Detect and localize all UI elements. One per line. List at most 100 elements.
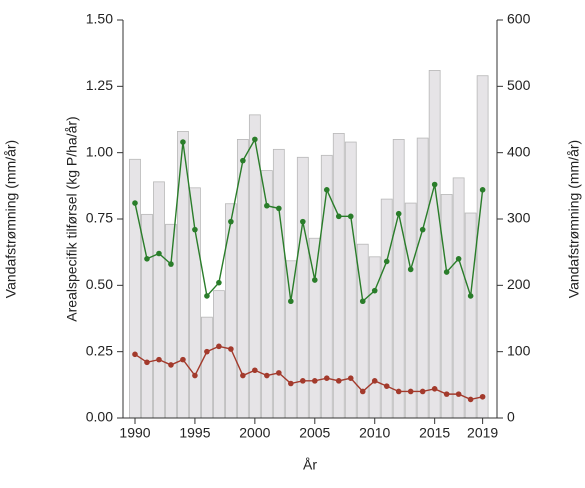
point xyxy=(467,293,474,299)
point xyxy=(264,372,270,379)
bar xyxy=(440,194,453,419)
point xyxy=(479,393,486,400)
point xyxy=(252,136,258,143)
point xyxy=(443,391,450,397)
y-tick-label: 1.00 xyxy=(86,143,113,159)
x-tick-label: 1990 xyxy=(119,425,150,441)
y-tick-label: 0.25 xyxy=(86,342,113,358)
bar xyxy=(332,133,345,419)
point xyxy=(395,388,402,395)
point xyxy=(252,367,258,374)
point xyxy=(276,370,282,376)
bar xyxy=(129,158,141,419)
bar xyxy=(213,290,225,419)
bar xyxy=(308,237,321,419)
y-axis-label: Arealspecifik tilførsel (kg P/ha/år) xyxy=(64,116,80,321)
point xyxy=(132,200,138,206)
x-tick-label: 2010 xyxy=(359,425,390,441)
bar xyxy=(189,187,201,419)
point xyxy=(359,388,366,395)
y-tick-label: 0.75 xyxy=(86,210,113,226)
point xyxy=(371,287,378,294)
point xyxy=(347,375,354,382)
point xyxy=(311,277,318,283)
bar xyxy=(141,213,153,419)
y-tick-label: 1.25 xyxy=(86,77,113,93)
point xyxy=(204,293,210,299)
x-tick-label: 2015 xyxy=(419,425,450,441)
point xyxy=(168,362,174,368)
bar xyxy=(476,75,489,419)
point xyxy=(323,187,330,193)
bar xyxy=(272,148,285,419)
y-tick-label: 0.00 xyxy=(86,409,113,425)
y2-tick-label: 300 xyxy=(507,210,531,226)
point xyxy=(216,279,222,286)
point xyxy=(240,372,246,379)
x-tick-label: 2005 xyxy=(299,425,330,441)
point xyxy=(168,261,174,267)
point xyxy=(192,372,198,379)
bar xyxy=(224,203,237,419)
point xyxy=(288,380,294,387)
point xyxy=(479,187,486,193)
point xyxy=(311,378,318,384)
point xyxy=(443,269,450,275)
bar xyxy=(416,137,429,419)
bar xyxy=(153,181,165,419)
point xyxy=(371,378,378,384)
point xyxy=(347,213,354,220)
y2-tick-label: 100 xyxy=(507,342,531,358)
bar xyxy=(428,70,441,419)
point xyxy=(288,298,294,305)
x-tick-label: 2019 xyxy=(467,425,498,441)
bar xyxy=(464,212,477,419)
point xyxy=(335,213,342,220)
bar xyxy=(284,260,297,419)
point xyxy=(300,218,306,225)
point xyxy=(156,250,162,257)
left-edge-label: Vandafstrømning (mm/år) xyxy=(3,140,19,298)
point xyxy=(180,139,186,145)
bar xyxy=(392,138,405,419)
point xyxy=(419,388,426,395)
point xyxy=(228,346,234,352)
point xyxy=(300,378,306,384)
point xyxy=(204,348,210,355)
y2-tick-label: 0 xyxy=(507,409,515,425)
line xyxy=(134,137,484,303)
point xyxy=(431,386,438,392)
point xyxy=(455,255,462,262)
x-tick-label: 1995 xyxy=(179,425,210,441)
bar xyxy=(165,223,177,419)
point xyxy=(228,218,234,225)
y-tick-label: 0.50 xyxy=(86,276,113,292)
x-tick-label: 2000 xyxy=(239,425,270,441)
point xyxy=(216,343,222,350)
bar xyxy=(452,177,465,419)
y2-axis-label: Vandafstrømning (mm/år) xyxy=(566,140,582,298)
point xyxy=(144,255,150,262)
point xyxy=(323,375,330,382)
point xyxy=(144,359,150,366)
point xyxy=(156,356,162,363)
point xyxy=(467,396,474,403)
y2-tick-label: 500 xyxy=(507,77,531,93)
x-axis-label: År xyxy=(303,457,317,473)
point xyxy=(383,258,390,265)
point xyxy=(431,181,438,188)
point xyxy=(407,388,414,395)
point xyxy=(395,210,402,217)
point xyxy=(276,205,282,212)
point xyxy=(264,202,270,209)
point xyxy=(180,356,186,363)
point xyxy=(407,266,414,273)
y-tick-label: 1.50 xyxy=(86,11,113,27)
point xyxy=(192,226,198,233)
point xyxy=(455,391,462,397)
point xyxy=(359,298,366,305)
point xyxy=(335,378,342,384)
y2-tick-label: 400 xyxy=(507,143,531,159)
point xyxy=(419,226,426,233)
